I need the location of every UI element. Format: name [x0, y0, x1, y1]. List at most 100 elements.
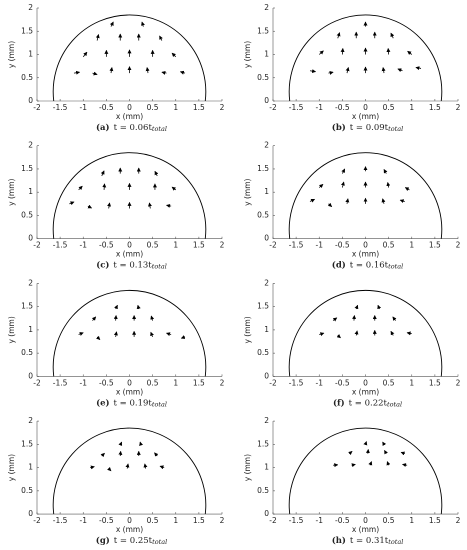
x-tick-label: 1.5	[429, 241, 441, 250]
caption-text: t = 0.09t	[350, 123, 389, 133]
y-tick-label: 2	[28, 3, 33, 12]
x-tick-label: 2	[220, 241, 225, 250]
caption-text: t = 0.31t	[350, 536, 389, 546]
y-tick-label: 0	[28, 371, 33, 380]
x-tick-label: 2	[456, 103, 461, 112]
velocity-vector	[136, 304, 141, 310]
velocity-vector	[91, 316, 97, 321]
velocity-vector	[354, 330, 359, 336]
droplet-outline	[288, 152, 443, 239]
x-tick-label: -2	[33, 378, 41, 387]
velocity-vector	[390, 32, 395, 39]
y-tick-label: 0.5	[257, 210, 269, 219]
x-tick-label: -1.5	[53, 103, 68, 112]
y-tick-label: 2	[28, 416, 33, 425]
y-tick-label: 2	[264, 278, 269, 287]
x-tick-label: 0.5	[383, 516, 395, 525]
y-tick-label: 0	[28, 234, 33, 243]
velocity-vector	[328, 70, 334, 75]
y-tick-label: 1	[28, 463, 33, 472]
velocity-vector	[96, 335, 101, 341]
velocity-vector	[118, 441, 123, 447]
y-tick-label: 0.5	[21, 73, 33, 82]
caption-label: (g)	[96, 535, 110, 546]
x-axis-label: x (mm)	[116, 387, 143, 396]
x-axis-label: x (mm)	[352, 387, 379, 396]
velocity-vector	[309, 198, 316, 203]
droplet-outline	[288, 289, 443, 377]
panel: 0 0.5 1 1.5 2 -2 -1.5 -1 -0.5 0 0.5 1 1.5 2 x (mm) y (m…	[243, 3, 461, 133]
x-tick-label: -2	[269, 103, 277, 112]
velocity-vector	[154, 170, 159, 177]
velocity-vector	[166, 332, 172, 337]
y-tick-label: 0.5	[257, 348, 269, 357]
x-tick-label: 2	[220, 103, 225, 112]
velocity-vector	[340, 181, 345, 188]
x-tick-label: 0	[363, 241, 368, 250]
velocity-vector	[384, 449, 388, 455]
x-tick-label: 0.5	[147, 516, 159, 525]
x-tick-label: 1.5	[193, 378, 205, 387]
velocity-vector	[159, 35, 163, 41]
velocity-vector	[390, 330, 395, 336]
velocity-vector	[100, 170, 105, 177]
velocity-vector	[78, 332, 84, 336]
velocity-vector	[145, 67, 150, 74]
caption-label: (c)	[96, 259, 109, 270]
velocity-vector	[109, 21, 114, 27]
caption-label: (e)	[96, 397, 109, 408]
x-tick-label: 0.5	[147, 241, 159, 250]
y-tick-label: 0	[264, 234, 269, 243]
y-axis-label: y (mm)	[7, 454, 16, 481]
x-tick-label: 0	[127, 516, 132, 525]
x-tick-label: -1	[80, 378, 88, 387]
caption: (f) t = 0.22ttotal	[333, 397, 402, 409]
velocity-vector	[318, 183, 324, 189]
velocity-vector	[386, 461, 391, 466]
x-tick-label: 1	[173, 516, 178, 525]
x-tick-label: -1.5	[289, 103, 304, 112]
x-tick-label: 0	[363, 378, 368, 387]
y-tick-label: 0.5	[21, 486, 33, 495]
y-tick-label: 1.5	[21, 439, 33, 448]
caption: (g) t = 0.25ttotal	[96, 535, 167, 547]
velocity-vector	[90, 465, 95, 470]
caption: (e) t = 0.19ttotal	[96, 397, 167, 409]
x-tick-label: 2	[220, 516, 225, 525]
velocity-vector	[341, 168, 346, 174]
x-tick-label: -2	[33, 516, 41, 525]
caption: (a) t = 0.06ttotal	[96, 122, 167, 134]
droplet-outline	[52, 14, 207, 102]
y-tick-label: 2	[28, 278, 33, 287]
velocity-vector	[114, 304, 118, 310]
velocity-vector	[141, 21, 145, 27]
y-tick-label: 1	[264, 325, 269, 334]
panel: 0 0.5 1 1.5 2 -2 -1.5 -1 -0.5 0 0.5 1 1.5 2 x (mm) y (m…	[7, 278, 225, 408]
y-tick-label: 1.5	[257, 302, 269, 311]
caption-subscript: total	[388, 263, 403, 271]
x-axis-label: x (mm)	[352, 250, 379, 259]
velocity-vector	[381, 198, 386, 204]
x-tick-label: -0.5	[99, 241, 114, 250]
x-tick-label: 1	[409, 378, 414, 387]
x-tick-label: 0.5	[383, 241, 395, 250]
velocity-vector	[161, 70, 167, 75]
y-tick-label: 0	[28, 509, 33, 518]
velocity-vector	[69, 201, 75, 206]
panel: 0 0.5 1 1.5 2 -2 -1.5 -1 -0.5 0 0.5 1 1.5 2 x (mm) y (m…	[243, 278, 461, 408]
velocity-vector	[402, 463, 408, 467]
x-tick-label: 0	[363, 103, 368, 112]
velocity-vector	[87, 204, 93, 209]
x-tick-label: -2	[269, 378, 277, 387]
velocity-vector	[180, 335, 186, 339]
velocity-vector	[171, 186, 177, 191]
x-tick-label: 1.5	[193, 241, 205, 250]
caption-text: t = 0.22t	[349, 398, 388, 408]
y-tick-label: 0.5	[21, 210, 33, 219]
y-axis-label: y (mm)	[7, 41, 16, 68]
y-axis-label: y (mm)	[243, 454, 252, 481]
y-tick-label: 1	[264, 187, 269, 196]
velocity-vector	[415, 66, 422, 71]
velocity-vector	[345, 198, 350, 204]
